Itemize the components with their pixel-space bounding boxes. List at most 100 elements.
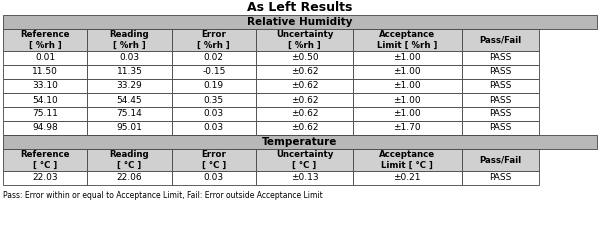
Text: ±0.21: ±0.21 — [394, 174, 421, 182]
Bar — [353, 65, 461, 79]
Bar — [3, 65, 88, 79]
Text: -0.15: -0.15 — [202, 67, 226, 77]
Text: ±1.70: ±1.70 — [394, 124, 421, 132]
Bar — [353, 107, 461, 121]
Text: ±1.00: ±1.00 — [394, 109, 421, 119]
Bar — [256, 65, 353, 79]
Text: Acceptance
Limit [ °C ]: Acceptance Limit [ °C ] — [379, 150, 435, 170]
Bar — [461, 121, 539, 135]
Text: ±0.62: ±0.62 — [291, 82, 318, 90]
Text: ±0.62: ±0.62 — [291, 109, 318, 119]
Bar — [461, 149, 539, 171]
Bar — [3, 51, 88, 65]
Bar — [88, 121, 172, 135]
Bar — [172, 171, 256, 185]
Text: 0.19: 0.19 — [204, 82, 224, 90]
Text: 94.98: 94.98 — [32, 124, 58, 132]
Bar — [256, 93, 353, 107]
Bar — [256, 51, 353, 65]
Bar — [256, 107, 353, 121]
Text: 22.03: 22.03 — [32, 174, 58, 182]
Bar — [88, 93, 172, 107]
Text: 0.03: 0.03 — [204, 109, 224, 119]
Bar — [461, 51, 539, 65]
Text: ±0.50: ±0.50 — [290, 54, 318, 62]
Bar — [172, 79, 256, 93]
Text: 0.35: 0.35 — [204, 96, 224, 104]
Bar — [461, 93, 539, 107]
Text: Reading
[ %rh ]: Reading [ %rh ] — [110, 30, 149, 50]
Bar — [353, 51, 461, 65]
Bar — [88, 51, 172, 65]
Text: PASS: PASS — [489, 67, 511, 77]
Text: ±0.13: ±0.13 — [290, 174, 318, 182]
Bar — [88, 79, 172, 93]
Text: Acceptance
Limit [ %rh ]: Acceptance Limit [ %rh ] — [377, 30, 437, 50]
Bar — [3, 135, 597, 149]
Bar — [461, 65, 539, 79]
Bar — [461, 107, 539, 121]
Text: Reference
[ °C ]: Reference [ °C ] — [20, 150, 70, 170]
Text: 33.29: 33.29 — [116, 82, 142, 90]
Text: 0.03: 0.03 — [204, 124, 224, 132]
Bar — [88, 171, 172, 185]
Text: As Left Results: As Left Results — [247, 1, 353, 14]
Text: 54.45: 54.45 — [117, 96, 142, 104]
Text: ±0.62: ±0.62 — [291, 96, 318, 104]
Text: PASS: PASS — [489, 174, 511, 182]
Bar — [3, 107, 88, 121]
Bar — [172, 121, 256, 135]
Text: PASS: PASS — [489, 82, 511, 90]
Bar — [256, 79, 353, 93]
Bar — [172, 93, 256, 107]
Text: Relative Humidity: Relative Humidity — [247, 17, 353, 27]
Text: Reference
[ %rh ]: Reference [ %rh ] — [20, 30, 70, 50]
Text: PASS: PASS — [489, 54, 511, 62]
Bar — [172, 29, 256, 51]
Bar — [461, 79, 539, 93]
Text: ±0.62: ±0.62 — [291, 67, 318, 77]
Text: PASS: PASS — [489, 109, 511, 119]
Text: ±1.00: ±1.00 — [394, 82, 421, 90]
Bar — [172, 107, 256, 121]
Text: 11.35: 11.35 — [116, 67, 142, 77]
Text: PASS: PASS — [489, 96, 511, 104]
Bar — [353, 79, 461, 93]
Text: 22.06: 22.06 — [117, 174, 142, 182]
Text: Error
[ %rh ]: Error [ %rh ] — [197, 30, 230, 50]
Bar — [353, 121, 461, 135]
Text: Reading
[ °C ]: Reading [ °C ] — [110, 150, 149, 170]
Text: Pass/Fail: Pass/Fail — [479, 156, 521, 164]
Text: 0.03: 0.03 — [204, 174, 224, 182]
Bar — [461, 171, 539, 185]
Bar — [3, 29, 88, 51]
Bar — [256, 149, 353, 171]
Text: 0.01: 0.01 — [35, 54, 55, 62]
Bar — [353, 29, 461, 51]
Bar — [256, 121, 353, 135]
Bar — [88, 149, 172, 171]
Bar — [88, 29, 172, 51]
Bar — [88, 107, 172, 121]
Bar — [88, 65, 172, 79]
Bar — [3, 171, 88, 185]
Bar — [3, 93, 88, 107]
Bar — [353, 149, 461, 171]
Bar — [461, 29, 539, 51]
Text: 0.03: 0.03 — [119, 54, 140, 62]
Bar — [256, 171, 353, 185]
Text: 75.11: 75.11 — [32, 109, 58, 119]
Text: Uncertainty
[ %rh ]: Uncertainty [ %rh ] — [276, 30, 333, 50]
Text: Pass/Fail: Pass/Fail — [479, 36, 521, 44]
Text: Uncertainty
[ °C ]: Uncertainty [ °C ] — [276, 150, 333, 170]
Bar — [3, 15, 597, 29]
Text: 75.14: 75.14 — [116, 109, 142, 119]
Text: Temperature: Temperature — [262, 137, 338, 147]
Bar — [256, 29, 353, 51]
Bar — [3, 121, 88, 135]
Text: 11.50: 11.50 — [32, 67, 58, 77]
Text: Pass: Error within or equal to Acceptance Limit, Fail: Error outside Acceptance : Pass: Error within or equal to Acceptanc… — [3, 192, 323, 200]
Bar — [3, 79, 88, 93]
Text: 95.01: 95.01 — [116, 124, 142, 132]
Text: PASS: PASS — [489, 124, 511, 132]
